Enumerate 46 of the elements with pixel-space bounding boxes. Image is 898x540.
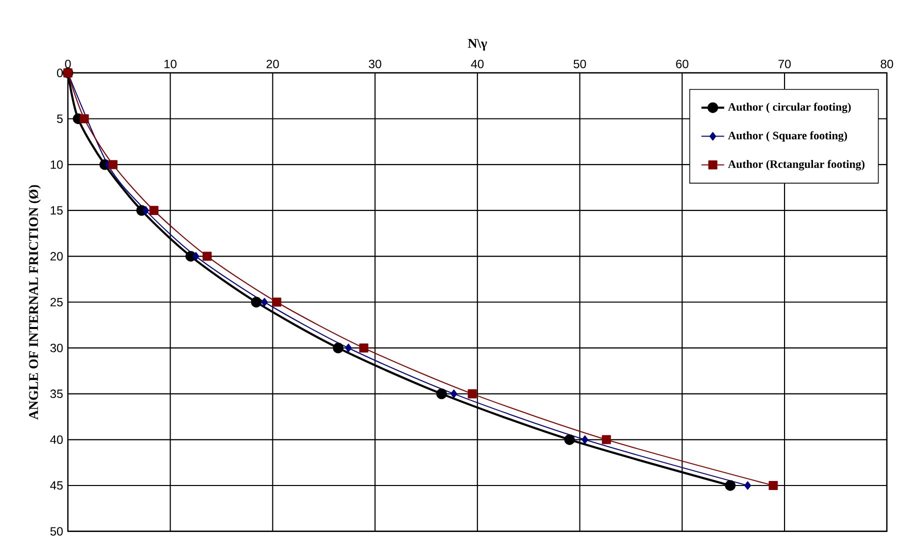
x-tick-label: 0 (65, 60, 71, 68)
legend-label: Author ( circular footing) (728, 102, 851, 114)
x-tick-label: 40 (471, 60, 484, 68)
y-tick-label: 15 (50, 206, 63, 215)
point (359, 343, 368, 352)
y-tick-label: 45 (50, 481, 63, 490)
y-tick-label: 50 (50, 527, 63, 536)
point (332, 342, 344, 354)
y-tick-label: 0 (57, 68, 63, 78)
y-tick-label: 30 (50, 344, 63, 352)
point (149, 206, 158, 215)
point (436, 388, 447, 400)
x-tick-label: 70 (778, 60, 791, 68)
y-tick-label: 40 (50, 435, 63, 444)
point (564, 434, 575, 445)
x-tick-label: 60 (676, 60, 688, 68)
x-axis-title: N\γ (468, 38, 488, 51)
point (744, 481, 752, 490)
y-tick-label: 25 (50, 298, 63, 306)
y-tick-label: 35 (50, 390, 63, 398)
point (80, 114, 89, 124)
point (724, 480, 736, 491)
y-tick-label: 20 (50, 252, 63, 261)
legend-label: Author (Rctangular footing) (728, 160, 864, 170)
x-tick-label: 20 (266, 60, 279, 68)
point (108, 160, 118, 170)
point (142, 206, 150, 215)
point (582, 435, 588, 444)
point (261, 298, 268, 306)
point (468, 389, 477, 398)
y-axis-title: ANGLE OF INTERNAL FRICTION (Ø) (28, 185, 41, 420)
point (768, 480, 778, 490)
x-tick-label: 80 (880, 60, 894, 68)
point (250, 296, 262, 308)
legend-label: Author ( Square footing) (728, 131, 848, 142)
x-tick-label: 50 (574, 60, 586, 68)
x-tick-label: 10 (164, 60, 176, 68)
y-tick-label: 10 (50, 160, 63, 169)
point (450, 390, 458, 398)
point (602, 435, 611, 444)
point (272, 298, 282, 307)
point (202, 252, 212, 261)
y-tick-label: 5 (57, 114, 63, 123)
x-tick-label: 30 (368, 60, 382, 68)
point (192, 252, 200, 261)
point (345, 344, 352, 352)
